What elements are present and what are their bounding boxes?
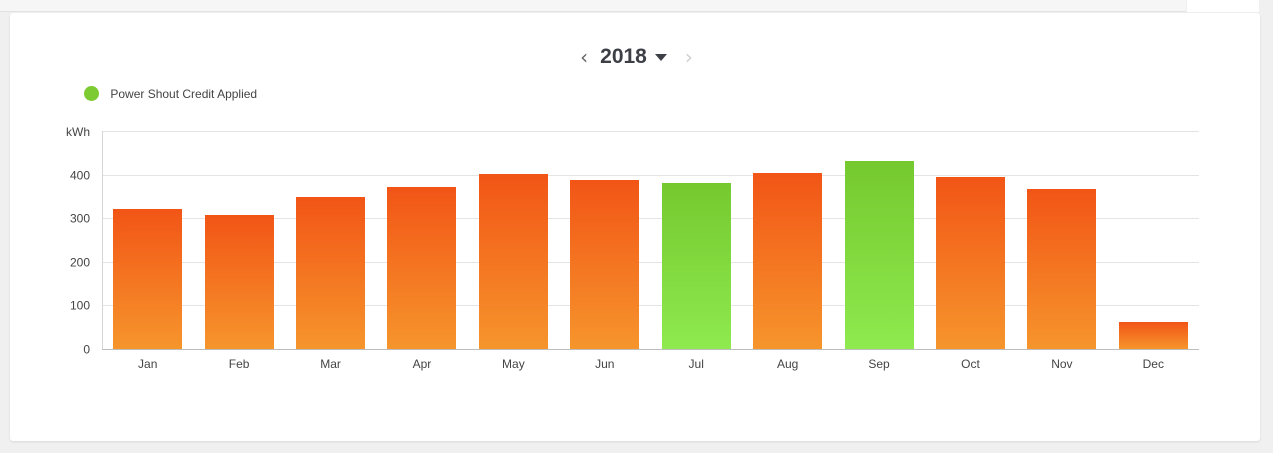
y-tick-label: 200 (70, 256, 90, 270)
previous-card-bottom (0, 0, 1186, 12)
x-tick-label: Mar (320, 357, 341, 371)
previous-card-side (1187, 0, 1259, 12)
bar-feb[interactable] (205, 215, 274, 349)
x-tick-label: Jun (595, 357, 614, 371)
year-selector: ‹ 2018 › (0, 45, 1273, 75)
legend-dot-icon (84, 86, 99, 102)
x-tick-label: Jul (689, 357, 704, 371)
bar-jun[interactable] (570, 180, 639, 349)
x-tick-label: Jan (138, 357, 157, 371)
bar-may[interactable] (479, 174, 548, 349)
x-tick-label: Oct (961, 357, 980, 371)
year-label[interactable]: 2018 (600, 45, 647, 68)
x-tick-label: Dec (1143, 357, 1164, 371)
bar-jul[interactable] (662, 183, 731, 349)
chart-legend: Power Shout Credit Applied (84, 86, 257, 102)
x-tick-label: Sep (868, 357, 890, 371)
bar-mar[interactable] (296, 197, 365, 349)
legend-label: Power Shout Credit Applied (110, 86, 258, 101)
x-tick-label: May (502, 357, 525, 371)
bar-sep[interactable] (845, 161, 914, 349)
next-year-arrow-icon[interactable]: › (684, 45, 693, 69)
bar-apr[interactable] (387, 187, 456, 349)
y-axis-label: kWh (66, 125, 90, 139)
x-tick-label: Nov (1051, 357, 1072, 371)
y-tick-label: 400 (70, 169, 90, 183)
bar-nov[interactable] (1027, 189, 1096, 349)
x-tick-label: Feb (229, 357, 250, 371)
y-tick-label: 100 (70, 299, 90, 313)
bar-dec[interactable] (1119, 322, 1188, 349)
prev-year-arrow-icon[interactable]: ‹ (580, 45, 589, 69)
bar-aug[interactable] (753, 173, 822, 349)
y-tick-label: 0 (83, 343, 90, 357)
x-tick-label: Apr (413, 357, 432, 371)
bar-jan[interactable] (113, 209, 182, 349)
x-tick-label: Aug (777, 357, 798, 371)
year-dropdown-caret-icon[interactable] (654, 53, 667, 61)
bar-oct[interactable] (936, 177, 1005, 349)
y-tick-label: 300 (70, 212, 90, 226)
